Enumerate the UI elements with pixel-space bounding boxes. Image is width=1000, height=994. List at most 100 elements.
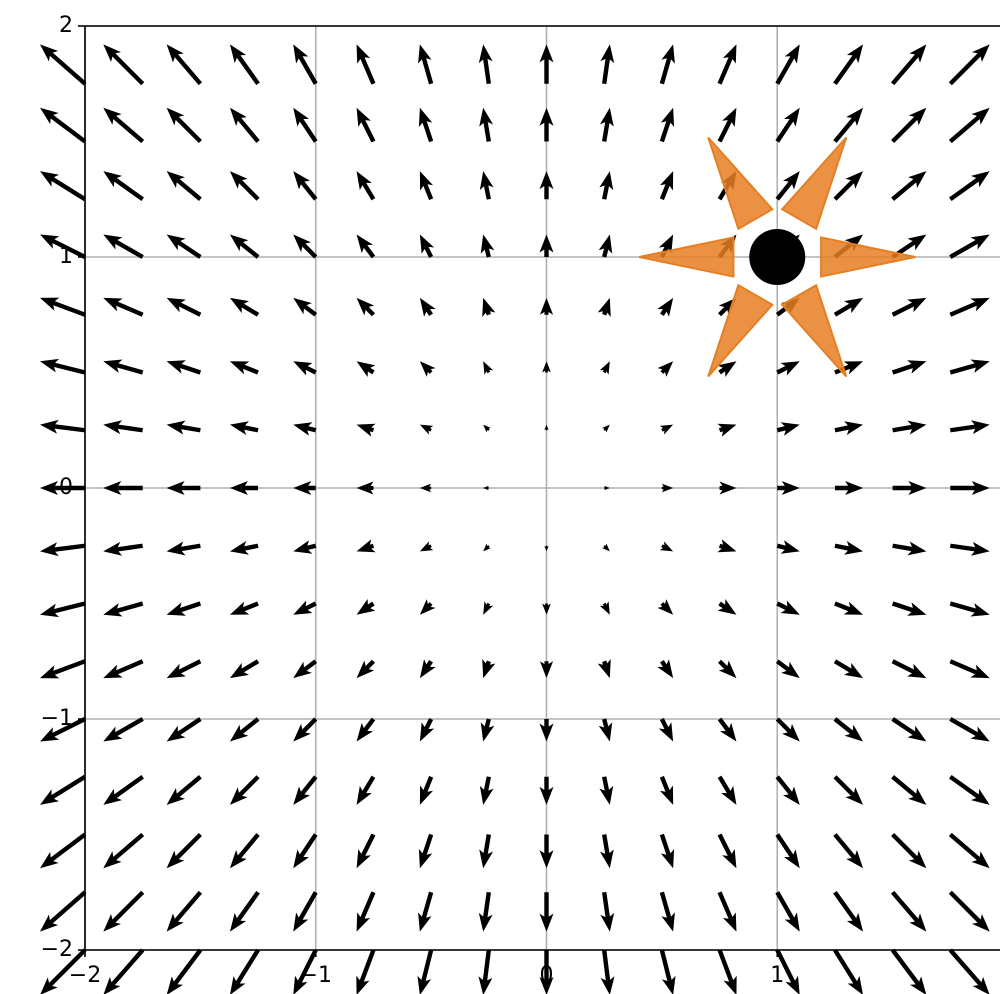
arrow: [892, 298, 927, 317]
x-tick-label: 1: [770, 963, 784, 988]
arrow: [417, 949, 433, 994]
arrow: [293, 422, 316, 436]
arrow: [540, 235, 554, 258]
arrow: [835, 421, 864, 435]
arrow: [167, 421, 201, 435]
arrow: [230, 171, 260, 201]
arrow: [662, 484, 673, 493]
arrow: [777, 481, 800, 495]
arrow: [833, 44, 863, 85]
arrow: [103, 775, 144, 805]
arrow: [293, 171, 317, 200]
arrow: [540, 719, 554, 742]
arrow: [892, 421, 926, 435]
arrow: [950, 481, 989, 495]
arrow: [357, 481, 374, 494]
arrow: [660, 108, 674, 142]
arrow: [480, 171, 494, 200]
arrow: [483, 361, 493, 374]
arrow: [949, 891, 990, 932]
arrow: [598, 298, 611, 317]
arrow: [833, 108, 863, 143]
arrow: [40, 542, 85, 556]
arrow: [660, 425, 673, 435]
arrow: [479, 44, 493, 84]
arrow: [949, 298, 989, 317]
star-point: [708, 285, 772, 376]
arrow: [357, 171, 376, 200]
arrow: [103, 171, 144, 201]
arrow: [230, 235, 260, 259]
arrow: [599, 235, 613, 258]
arrow: [660, 541, 673, 551]
arrow: [835, 481, 863, 495]
arrow: [167, 235, 202, 259]
arrow: [420, 361, 436, 377]
arrow: [167, 108, 202, 143]
arrow: [718, 891, 737, 931]
arrow: [103, 659, 143, 678]
arrow: [482, 298, 495, 317]
y-tick-label: 2: [59, 13, 73, 38]
arrow: [600, 601, 610, 614]
arrow: [357, 108, 376, 143]
arrow: [891, 891, 926, 932]
arrow: [544, 546, 548, 552]
arrow: [718, 718, 737, 742]
arrow: [892, 601, 926, 615]
arrow: [540, 44, 554, 83]
arrow: [103, 420, 143, 434]
arrow: [601, 950, 615, 994]
chart: −2−101−2−1012: [0, 0, 1000, 994]
arrow: [717, 539, 736, 552]
arrow: [481, 718, 495, 741]
arrow: [660, 171, 673, 200]
arrow: [420, 298, 436, 317]
arrow: [357, 298, 375, 316]
arrow: [479, 108, 493, 142]
arrow: [418, 892, 433, 932]
arrow: [167, 717, 202, 741]
arrow: [949, 659, 989, 678]
arrow: [540, 892, 554, 931]
arrow: [293, 540, 316, 554]
arrow: [660, 44, 675, 84]
arrow: [230, 108, 260, 143]
arrow: [949, 949, 990, 994]
arrow: [420, 235, 434, 258]
arrow: [167, 949, 203, 994]
arrow: [293, 775, 317, 805]
arrow: [357, 776, 376, 805]
arrow: [775, 44, 799, 84]
arrow: [542, 604, 551, 615]
arrow: [103, 542, 143, 556]
arrow: [230, 833, 260, 868]
arrow: [658, 361, 674, 377]
arrow: [167, 542, 201, 556]
arrow: [103, 481, 142, 495]
arrow: [167, 601, 201, 615]
arrow: [167, 833, 202, 868]
arrow: [718, 44, 737, 84]
arrow: [660, 776, 673, 805]
arrow: [420, 541, 433, 551]
arrow: [834, 659, 863, 678]
arrow: [357, 599, 376, 615]
arrow: [230, 949, 260, 994]
arrow: [893, 481, 927, 495]
arrow: [949, 108, 990, 143]
arrow: [40, 775, 86, 805]
arrow: [419, 834, 433, 868]
arrow: [657, 298, 673, 317]
arrow: [293, 717, 317, 741]
arrow: [835, 541, 864, 555]
arrow: [103, 359, 143, 374]
arrow: [420, 425, 433, 435]
arrow: [357, 235, 376, 259]
arrow: [540, 171, 554, 199]
arrow: [40, 359, 86, 375]
arrow: [892, 542, 926, 556]
arrow: [418, 44, 433, 84]
arrow: [600, 834, 614, 868]
arrow: [481, 235, 495, 258]
